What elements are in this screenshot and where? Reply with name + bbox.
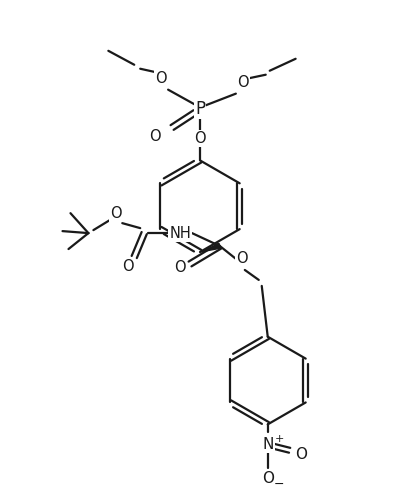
Text: O: O <box>110 206 122 221</box>
Polygon shape <box>200 244 220 252</box>
Text: O: O <box>155 71 167 86</box>
Text: N: N <box>262 437 274 452</box>
Text: O: O <box>149 129 161 144</box>
Text: P: P <box>195 99 205 118</box>
Text: O: O <box>123 259 134 275</box>
Text: O: O <box>236 250 248 266</box>
Text: O: O <box>174 260 186 276</box>
Text: O: O <box>296 447 308 462</box>
Text: O: O <box>262 471 274 486</box>
Text: −: − <box>274 478 284 491</box>
Text: NH: NH <box>169 226 191 241</box>
Text: +: + <box>275 434 284 444</box>
Text: O: O <box>194 131 206 146</box>
Text: O: O <box>237 75 249 90</box>
